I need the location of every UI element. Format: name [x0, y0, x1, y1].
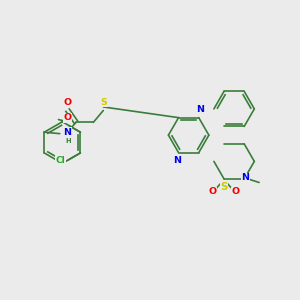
Text: O: O	[64, 98, 72, 106]
Text: H: H	[65, 138, 71, 144]
Text: S: S	[220, 182, 228, 193]
Text: O: O	[209, 187, 217, 196]
Text: N: N	[173, 156, 181, 165]
Text: N: N	[63, 128, 71, 137]
Text: O: O	[64, 113, 72, 122]
Text: N: N	[242, 173, 249, 182]
Text: N: N	[196, 105, 204, 114]
Text: O: O	[231, 187, 239, 196]
Text: Cl: Cl	[56, 156, 66, 165]
Text: S: S	[100, 98, 107, 107]
